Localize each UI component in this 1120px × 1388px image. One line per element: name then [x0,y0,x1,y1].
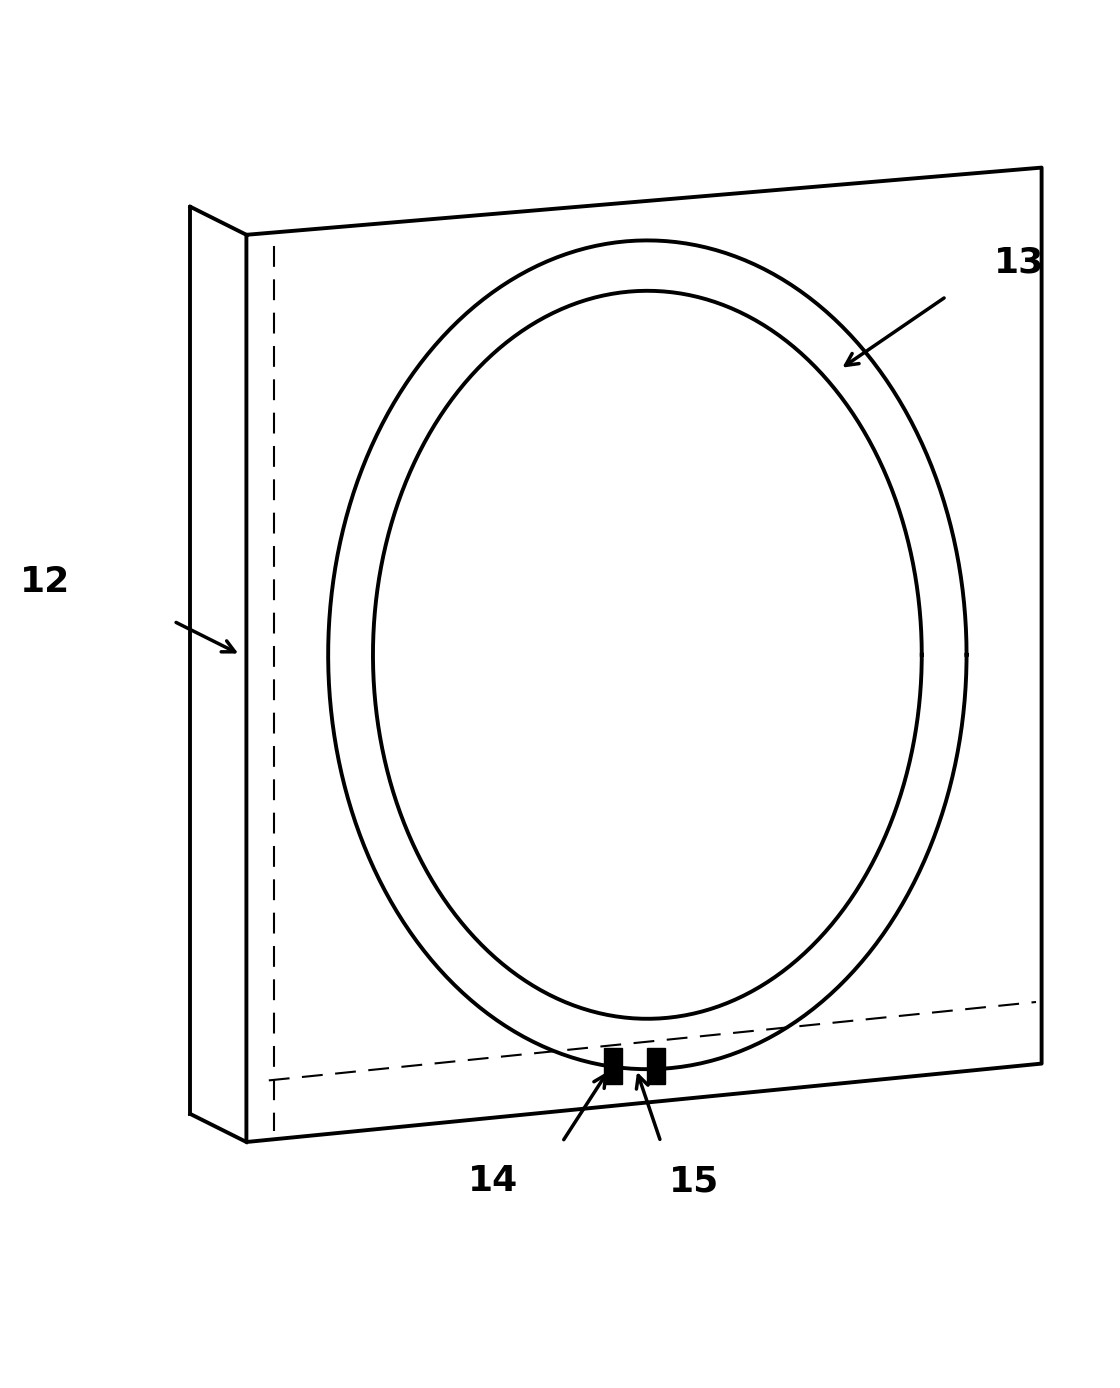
Text: 15: 15 [670,1165,719,1198]
Bar [647,1048,665,1084]
Text: 12: 12 [20,565,69,600]
Bar [604,1048,622,1084]
Text: 13: 13 [995,246,1044,280]
Text: 14: 14 [468,1165,517,1198]
